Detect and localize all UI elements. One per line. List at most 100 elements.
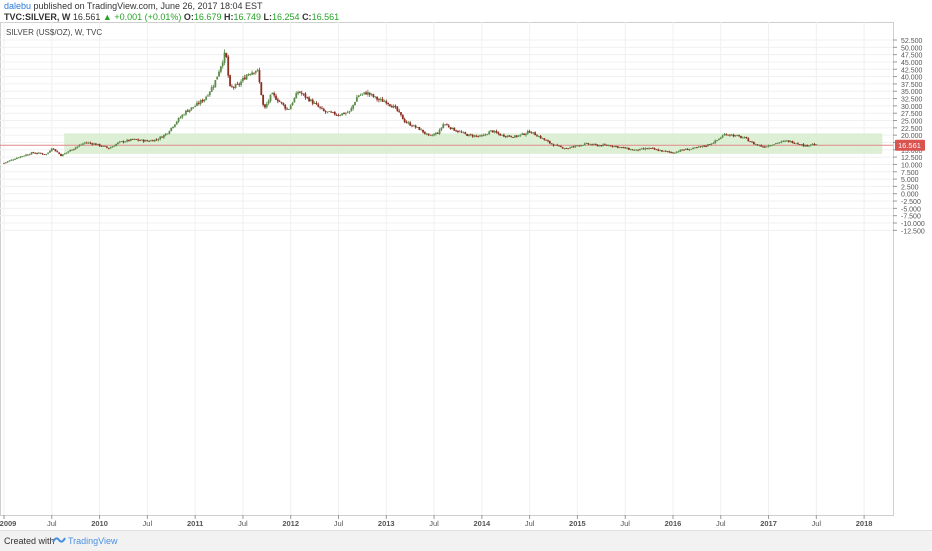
- candle-body: [298, 91, 301, 93]
- candle-body: [256, 69, 259, 71]
- candle-body: [355, 97, 358, 102]
- candle-body: [712, 143, 715, 144]
- candle-body: [175, 121, 178, 125]
- candle-body: [69, 149, 72, 152]
- candle-body: [315, 102, 318, 105]
- candle-body: [800, 144, 803, 146]
- candle-body: [510, 136, 513, 138]
- candle-body: [616, 146, 619, 148]
- candle-body: [420, 129, 423, 131]
- y-tick-label: 27.500: [901, 111, 923, 118]
- candle-body: [458, 131, 461, 133]
- created-with-text: Created with: [4, 536, 55, 546]
- candle-body: [661, 150, 663, 152]
- candle-body: [174, 124, 176, 127]
- y-tick-label: -10.000: [901, 221, 925, 228]
- candle-body: [488, 131, 491, 135]
- candle-body: [723, 134, 726, 136]
- candle-body: [339, 115, 342, 116]
- candle-body: [484, 134, 487, 136]
- candle-body: [431, 135, 434, 137]
- candle-body: [300, 92, 303, 94]
- last-price-tag-label: 16.561: [898, 141, 921, 150]
- high-label: H:: [223, 12, 234, 22]
- x-tick-label: 2015: [569, 519, 586, 528]
- candle-body: [574, 145, 577, 147]
- candle-body: [729, 134, 731, 136]
- x-tick-label: Jul: [47, 519, 57, 528]
- y-tick-label: 45.000: [901, 60, 923, 67]
- candle-body: [657, 149, 660, 151]
- candle-body: [181, 114, 184, 118]
- candle-body: [357, 95, 360, 98]
- candle-body: [570, 146, 573, 148]
- candle-body: [683, 149, 685, 151]
- candle-body: [778, 142, 781, 144]
- candle-body: [216, 76, 219, 80]
- price-chart[interactable]: 52.50050.00047.50045.00042.50040.00037.5…: [0, 22, 932, 530]
- candle-body: [155, 139, 158, 141]
- author-link[interactable]: dalebu: [4, 1, 32, 11]
- candle-body: [385, 101, 388, 104]
- candle-body: [113, 145, 116, 147]
- candle-body: [697, 146, 700, 148]
- price-change: +0.001 (+0.01%): [114, 12, 182, 22]
- y-tick-label: -7.500: [901, 214, 921, 221]
- candle-body: [706, 144, 709, 147]
- candle-body: [659, 150, 662, 152]
- candle-body: [762, 146, 764, 148]
- y-tick-label: 42.500: [901, 67, 923, 74]
- candle-body: [71, 149, 73, 151]
- last-price-tag: [895, 139, 925, 151]
- candle-body: [102, 145, 105, 147]
- candle-body: [804, 145, 807, 147]
- candle-body: [651, 147, 654, 149]
- candle-body: [50, 148, 53, 152]
- close-value: 16.561: [311, 12, 340, 22]
- tradingview-logo-icon: [52, 537, 66, 543]
- candle-body: [813, 144, 816, 146]
- candle-body: [460, 131, 463, 133]
- candle-body: [815, 144, 818, 146]
- candle-body: [515, 135, 518, 137]
- candle-body: [738, 135, 741, 137]
- candle-body: [379, 99, 382, 100]
- candle-body: [372, 94, 375, 97]
- candle-body: [694, 147, 696, 149]
- candle-body: [253, 72, 255, 74]
- candle-body: [793, 142, 796, 144]
- tradingview-brand-link[interactable]: TradingView: [68, 536, 118, 546]
- candle-body: [304, 93, 307, 98]
- candle-body: [743, 137, 746, 138]
- candle-body: [422, 129, 424, 133]
- candle-body: [797, 143, 799, 145]
- candle-body: [624, 147, 627, 149]
- candle-body: [28, 154, 31, 156]
- candle-body: [593, 144, 595, 145]
- candle-body: [490, 130, 492, 132]
- candle-body: [137, 139, 140, 141]
- candle-body: [322, 108, 325, 112]
- candle-body: [85, 142, 88, 144]
- candle-body: [475, 135, 478, 137]
- up-arrow-icon: ▲: [102, 12, 112, 22]
- candle-body: [61, 154, 64, 157]
- candle-body: [554, 144, 557, 146]
- support-zone: [64, 133, 883, 154]
- candle-body: [407, 122, 410, 124]
- candle-body: [26, 154, 29, 156]
- candle-body: [124, 141, 127, 143]
- x-tick-label: Jul: [429, 519, 439, 528]
- candle-body: [767, 145, 770, 147]
- candle-body: [594, 144, 597, 145]
- candle-body: [308, 97, 310, 102]
- x-tick-label: Jul: [716, 519, 726, 528]
- y-tick-label: 30.000: [901, 104, 923, 111]
- y-tick-label: 12.500: [901, 155, 923, 162]
- candle-body: [258, 70, 261, 83]
- y-tick-label: 40.000: [901, 75, 923, 82]
- candle-body: [809, 144, 812, 146]
- candle-body: [170, 127, 173, 131]
- candle-body: [203, 99, 206, 102]
- candle-body: [640, 148, 643, 150]
